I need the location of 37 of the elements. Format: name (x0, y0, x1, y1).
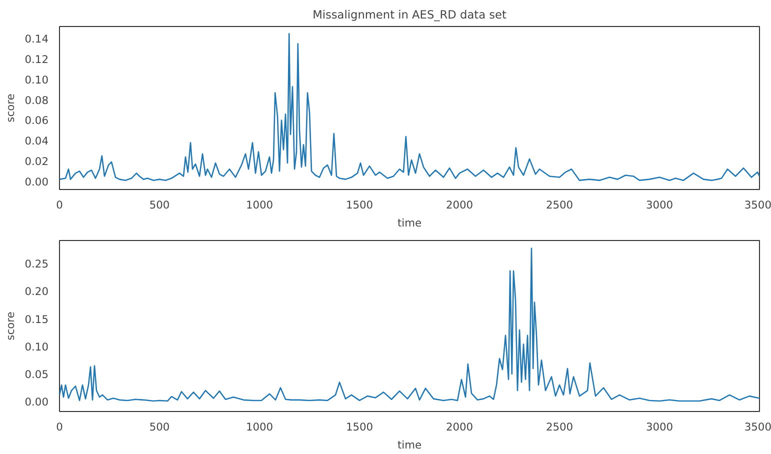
y-tick-label: 0.14 (24, 32, 49, 46)
y-tick-label: 0.25 (24, 258, 49, 271)
x-tick-label: 1500 (346, 198, 374, 212)
x-tick-label: 3500 (744, 420, 771, 434)
x-tick-label: 500 (149, 420, 170, 434)
x-tick-label: 1000 (246, 420, 274, 434)
x-tick-label: 0 (56, 420, 64, 434)
x-tick-label: 3000 (646, 420, 674, 434)
y-tick-label: 0.00 (24, 175, 49, 188)
x-tick-label: 2000 (446, 420, 474, 434)
y-tick-label: 0.10 (24, 73, 49, 86)
y-tick-label: 0.08 (24, 94, 49, 107)
y-tick-label: 0.10 (24, 340, 49, 354)
x-tick-label: 2000 (446, 198, 474, 212)
x-tick-label: 1000 (246, 198, 274, 212)
y-tick-label: 0.02 (24, 154, 49, 168)
x-tick-label: 2500 (546, 420, 574, 434)
line-series (60, 32, 760, 181)
y-tick-label: 0.04 (24, 134, 49, 148)
x-tick-label: 500 (149, 198, 170, 212)
y-tick-label: 0.00 (24, 396, 49, 409)
chart-title: Missalignment in AES_RD data set (312, 8, 507, 22)
x-tick-label: 1500 (346, 420, 374, 434)
y-axis-title: score (4, 312, 17, 340)
y-tick-label: 0.06 (24, 114, 49, 128)
y-axis-title: score (4, 94, 17, 122)
x-axis-title: time (397, 216, 422, 230)
x-tick-label: 0 (56, 198, 64, 212)
y-tick-label: 0.12 (24, 53, 49, 66)
x-axis-title: time (397, 438, 422, 452)
y-tick-label: 0.20 (24, 285, 49, 298)
line-series (60, 248, 760, 402)
x-tick-label: 2500 (546, 198, 574, 212)
x-tick-label: 3000 (646, 198, 674, 212)
y-tick-label: 0.15 (24, 312, 49, 326)
y-tick-label: 0.05 (24, 368, 49, 381)
x-tick-label: 3500 (744, 198, 771, 212)
